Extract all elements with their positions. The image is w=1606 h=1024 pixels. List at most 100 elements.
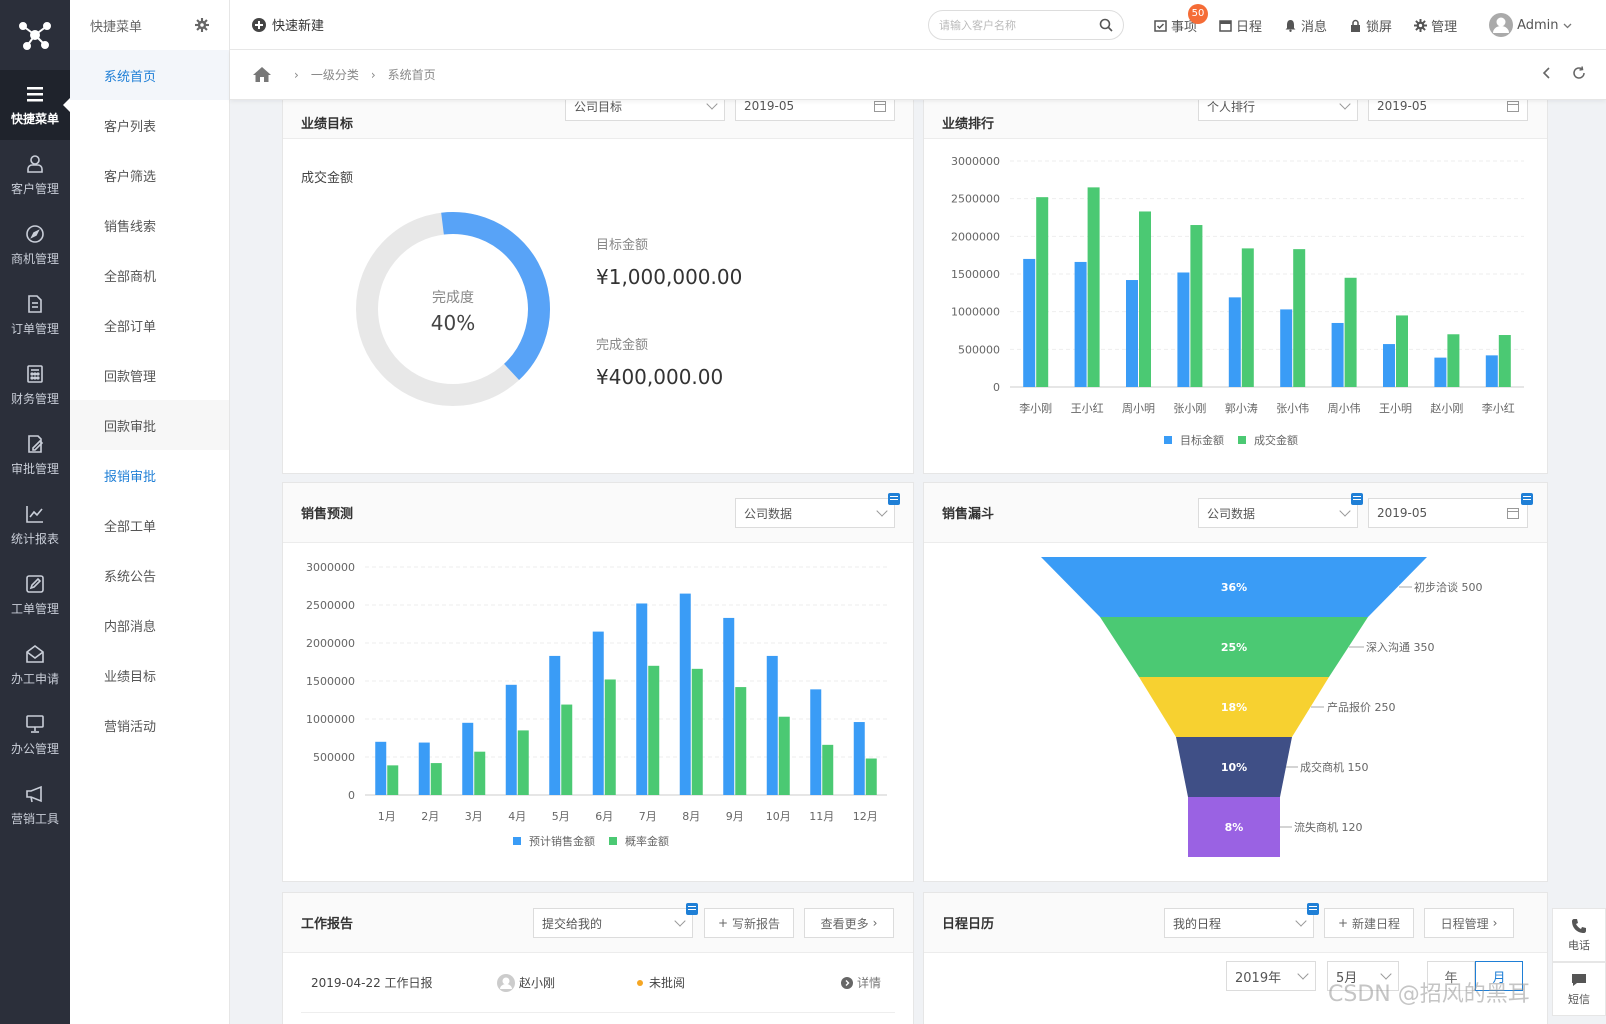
schedule-manage-button[interactable]: 日程管理 › [1424, 908, 1514, 938]
report-row-detail-link[interactable]: 详情 [840, 974, 895, 991]
funnel-stage-4-label: 成交商机 150 [1300, 760, 1369, 774]
quick-new-button[interactable]: 快速新建 [252, 15, 324, 34]
rail-item-office[interactable]: 办公管理 [0, 700, 70, 770]
submenu-item-workorders[interactable]: 全部工单 [104, 519, 157, 535]
submenu-item-announcements[interactable]: 系统公告 [104, 569, 157, 585]
bar-series2 [1447, 334, 1460, 387]
submenu-item-campaigns[interactable]: 营销活动 [104, 719, 157, 735]
calendar-title: 日程日历 [942, 917, 995, 932]
rail-item-order[interactable]: 订单管理 [0, 280, 70, 350]
funnel-stage-1 [1041, 557, 1427, 617]
rail-item-approval[interactable]: 审批管理 [0, 420, 70, 490]
back-arrow-icon[interactable] [1540, 66, 1554, 80]
plus-icon: + [1337, 916, 1349, 930]
chevron-down-icon [1295, 915, 1307, 927]
rail-item-quick-menu[interactable]: 快捷菜单 [0, 70, 70, 140]
bar-series2 [1241, 248, 1254, 387]
y-tick-label: 2000000 [951, 230, 1000, 243]
submenu-item-opportunities[interactable]: 全部商机 [104, 269, 157, 285]
submenu-item-leads[interactable]: 销售线索 [104, 219, 157, 235]
search-icon[interactable] [1099, 18, 1113, 32]
apply-icon [26, 644, 44, 663]
bar-series2 [1396, 315, 1408, 387]
list-flag-icon[interactable] [888, 493, 900, 505]
funnel-scope-select[interactable]: 公司数据 [1198, 498, 1358, 528]
rail-item-workorder[interactable]: 工单管理 [0, 560, 70, 630]
rail-item-report[interactable]: 统计报表 [0, 490, 70, 560]
bar-series1 [1331, 322, 1344, 387]
calendar-year-value: 2019年 [1235, 970, 1282, 986]
more-reports-button[interactable]: 查看更多 › [804, 908, 894, 938]
refresh-icon[interactable] [1572, 66, 1586, 80]
y-tick-label: 0 [348, 789, 355, 802]
submenu-item-customer-list[interactable]: 客户列表 [104, 119, 157, 135]
chart-icon [26, 505, 43, 523]
sms-float-button[interactable]: 短信 [1552, 962, 1606, 1016]
phone-label: 电话 [1568, 938, 1590, 952]
funnel-card: 销售漏斗 公司数据 2019-05 36% 25% 18% 10% 8% 初步洽… [923, 482, 1548, 882]
list-flag-icon[interactable] [1351, 493, 1363, 505]
message-button[interactable]: 消息 [1284, 16, 1327, 35]
submenu-item-payments[interactable]: 回款管理 [104, 369, 157, 385]
new-schedule-label: 新建日程 [1352, 916, 1401, 931]
list-flag-icon[interactable] [1521, 493, 1533, 505]
submenu-item-expense-approval[interactable]: 报销审批 [70, 450, 229, 500]
submenu-item-orders[interactable]: 全部订单 [104, 319, 157, 335]
bar-series1 [462, 722, 474, 795]
breadcrumb-level1[interactable]: 一级分类 [310, 68, 359, 82]
funnel-date-picker[interactable]: 2019-05 [1368, 498, 1528, 528]
forecast-scope-select[interactable]: 公司数据 [735, 498, 895, 528]
donut-center-label: 完成度 [432, 290, 474, 306]
user-menu[interactable]: Admin [1489, 13, 1571, 37]
lock-screen-button[interactable]: 锁屏 [1349, 16, 1392, 35]
calendar-scope-select[interactable]: 我的日程 [1164, 908, 1314, 938]
manage-button[interactable]: 管理 [1414, 16, 1457, 35]
plus-icon: + [717, 916, 729, 930]
schedule-button[interactable]: 日程 [1219, 16, 1262, 35]
submenu-item-messages[interactable]: 内部消息 [104, 619, 157, 635]
schedule-label: 日程 [1236, 19, 1263, 35]
rail-item-apply[interactable]: 办工申请 [0, 630, 70, 700]
submenu-item-payment-approval[interactable]: 回款审批 [70, 400, 229, 450]
y-tick-label: 500000 [313, 751, 355, 764]
bar-series1 [1126, 280, 1138, 387]
bar-series2 [474, 751, 486, 795]
rail-item-finance[interactable]: 财务管理 [0, 350, 70, 420]
bar-series1 [1434, 357, 1447, 387]
new-schedule-button[interactable]: + 新建日程 [1324, 908, 1414, 938]
view-month-button[interactable]: 月 [1475, 961, 1523, 991]
submenu-item-home[interactable]: 系统首页 [70, 50, 229, 100]
report-scope-select[interactable]: 提交给我的 [533, 908, 693, 938]
report-row-user-name: 赵小刚 [519, 976, 556, 990]
list-flag-icon[interactable] [1307, 903, 1319, 915]
ranking-scope-value: 个人排行 [1207, 99, 1256, 114]
y-tick-label: 3000000 [951, 155, 1000, 168]
rail-item-marketing[interactable]: 营销工具 [0, 770, 70, 840]
report-row[interactable]: 2019-04-22 工作日报 赵小刚 未批阅 详情 [301, 953, 895, 1013]
phone-float-button[interactable]: 电话 [1552, 908, 1606, 962]
gear-icon[interactable] [195, 18, 209, 32]
funnel-title: 销售漏斗 [942, 507, 995, 522]
legend-label: 成交金额 [1254, 433, 1298, 447]
report-card: 工作报告 提交给我的 + 写新报告 查看更多 › 2019-04-22 工作日报 赵… [282, 892, 914, 1024]
todo-button[interactable]: 事项 50 [1154, 3, 1208, 35]
rail-item-opportunity[interactable]: 商机管理 [0, 210, 70, 280]
logo[interactable] [0, 0, 70, 70]
submenu-title: 快捷菜单 [90, 19, 143, 35]
submenu-item-targets[interactable]: 业绩目标 [104, 669, 157, 685]
submenu-item-customer-filter[interactable]: 客户筛选 [104, 169, 157, 185]
y-tick-label: 2500000 [306, 599, 355, 612]
view-year-button[interactable]: 年 [1427, 961, 1475, 991]
calendar-year-select[interactable]: 2019年 [1226, 961, 1316, 991]
x-tick-label: 11月 [809, 810, 834, 823]
calendar-month-select[interactable]: 5月 [1327, 961, 1399, 991]
sales-funnel: 36% 25% 18% 10% 8% 初步洽谈 500 深入沟通 350 产品报… [1041, 557, 1483, 857]
list-flag-icon[interactable] [686, 903, 698, 915]
customer-search-input[interactable]: 请输入客户名称 [928, 10, 1124, 40]
report-row-user: 赵小刚 [497, 973, 637, 992]
chevron-down-icon [706, 98, 718, 110]
rail-item-customer[interactable]: 客户管理 [0, 140, 70, 210]
bar-series2 [1139, 211, 1151, 387]
home-icon[interactable] [252, 66, 272, 83]
write-report-button[interactable]: + 写新报告 [704, 908, 794, 938]
